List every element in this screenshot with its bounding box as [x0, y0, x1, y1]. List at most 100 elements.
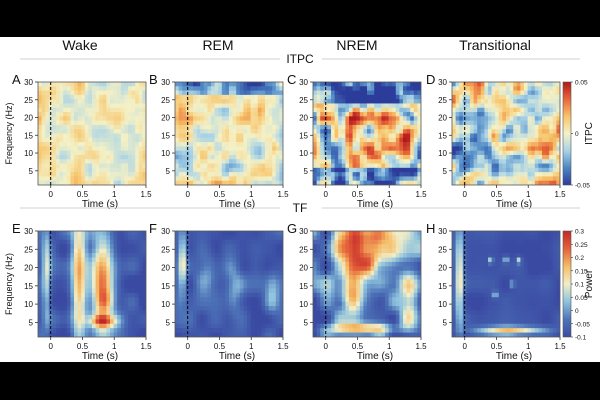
- heatmap-cell: [331, 112, 335, 117]
- heatmap-cell: [498, 116, 503, 122]
- heatmap-cell: [374, 172, 379, 177]
- heatmap-cell: [395, 235, 400, 241]
- heatmap-cell: [534, 112, 539, 117]
- heatmap-cell: [392, 239, 397, 245]
- heatmap-cell: [81, 146, 86, 152]
- heatmap-cell: [120, 261, 125, 267]
- heatmap-cell: [268, 82, 273, 87]
- heatmap-cell: [484, 94, 489, 100]
- heatmap-cell: [81, 328, 86, 333]
- heatmap-cell: [232, 253, 237, 258]
- heatmap-cell: [345, 124, 350, 130]
- heatmap-cell: [175, 239, 179, 245]
- heatmap-cell: [272, 301, 277, 307]
- heatmap-cell: [52, 261, 57, 267]
- heatmap-cell: [200, 86, 205, 91]
- heatmap-cell: [257, 154, 262, 160]
- heatmap-cell: [207, 159, 212, 164]
- heatmap-cell: [377, 103, 382, 109]
- heatmap-cell: [135, 99, 140, 104]
- heatmap-cell: [381, 231, 386, 236]
- heatmap-cell: [385, 120, 389, 126]
- heatmap-cell: [236, 163, 241, 169]
- heatmap-cell: [232, 310, 237, 316]
- heatmap-cell: [142, 323, 146, 329]
- heatmap-cell: [113, 244, 118, 250]
- heatmap-cell: [56, 270, 60, 276]
- heatmap-cell: [211, 180, 215, 185]
- heatmap-cell: [341, 239, 346, 245]
- heatmap-cell: [113, 133, 118, 139]
- heatmap-cell: [120, 116, 125, 122]
- heatmap-cell: [175, 154, 179, 160]
- heatmap-cell: [272, 239, 277, 245]
- heatmap-cell: [48, 99, 53, 104]
- heatmap-cell: [56, 150, 60, 156]
- heatmap-cell: [135, 292, 140, 298]
- heatmap-cell: [349, 167, 353, 173]
- heatmap-cell: [374, 159, 379, 164]
- heatmap-cell: [102, 261, 107, 267]
- heatmap-cell: [218, 137, 223, 143]
- heatmap-cell: [265, 154, 269, 160]
- heatmap-cell: [243, 167, 248, 173]
- heatmap-cell: [247, 120, 251, 126]
- x-tick-label: 1: [249, 190, 254, 199]
- heatmap-cell: [229, 154, 233, 160]
- heatmap-cell: [395, 124, 400, 130]
- heatmap-cell: [211, 301, 215, 307]
- heatmap-cell: [385, 266, 389, 272]
- heatmap-cell: [128, 270, 132, 276]
- heatmap-cell: [81, 176, 86, 182]
- heatmap-cell: [392, 176, 397, 182]
- heatmap-cell: [261, 107, 266, 113]
- heatmap-cell: [534, 99, 539, 104]
- heatmap-cell: [261, 301, 266, 307]
- heatmap-cell: [88, 154, 93, 160]
- heatmap-cell: [45, 319, 50, 325]
- heatmap-cell: [218, 310, 223, 316]
- heatmap-cell: [367, 137, 371, 143]
- heatmap-cell: [229, 332, 233, 337]
- heatmap-cell: [279, 116, 283, 122]
- heatmap-cell: [38, 142, 42, 147]
- heatmap-cell: [221, 310, 226, 316]
- heatmap-cell: [381, 150, 386, 156]
- heatmap-cell: [520, 150, 525, 156]
- panel-letter-f: F: [149, 221, 157, 236]
- heatmap-cell: [182, 146, 187, 152]
- heatmap-cell: [113, 275, 118, 280]
- heatmap-cell: [257, 319, 262, 325]
- x-axis-label: Time (s): [82, 199, 118, 210]
- heatmap-cell: [92, 159, 96, 164]
- heatmap-cell: [74, 270, 78, 276]
- heatmap-cell: [70, 129, 75, 134]
- heatmap-cell: [484, 167, 489, 173]
- heatmap-cell: [352, 288, 357, 294]
- heatmap-cell: [95, 163, 100, 169]
- heatmap-cell: [275, 319, 280, 325]
- heatmap-cell: [545, 167, 550, 173]
- heatmap-cell: [313, 120, 317, 126]
- heatmap-cell: [406, 266, 411, 272]
- heatmap-cell: [200, 301, 205, 307]
- heatmap-cell: [352, 146, 357, 152]
- heatmap-cell: [275, 231, 280, 236]
- heatmap-cell: [527, 180, 532, 185]
- heatmap-cell: [45, 301, 50, 307]
- heatmap-cell: [250, 94, 255, 100]
- heatmap-cell: [225, 292, 230, 298]
- heatmap-cell: [182, 279, 187, 285]
- heatmap-cell: [359, 297, 364, 303]
- heatmap-cell: [117, 292, 122, 298]
- heatmap-cell: [243, 310, 248, 316]
- heatmap-cell: [77, 86, 82, 91]
- heatmap-cell: [265, 112, 269, 117]
- heatmap-cell: [128, 99, 132, 104]
- heatmap-cell: [142, 310, 146, 316]
- heatmap-cell: [120, 284, 125, 289]
- heatmap-cell: [88, 167, 93, 173]
- heatmap-cell: [52, 275, 57, 280]
- heatmap-cell: [203, 146, 208, 152]
- heatmap-cell: [320, 163, 325, 169]
